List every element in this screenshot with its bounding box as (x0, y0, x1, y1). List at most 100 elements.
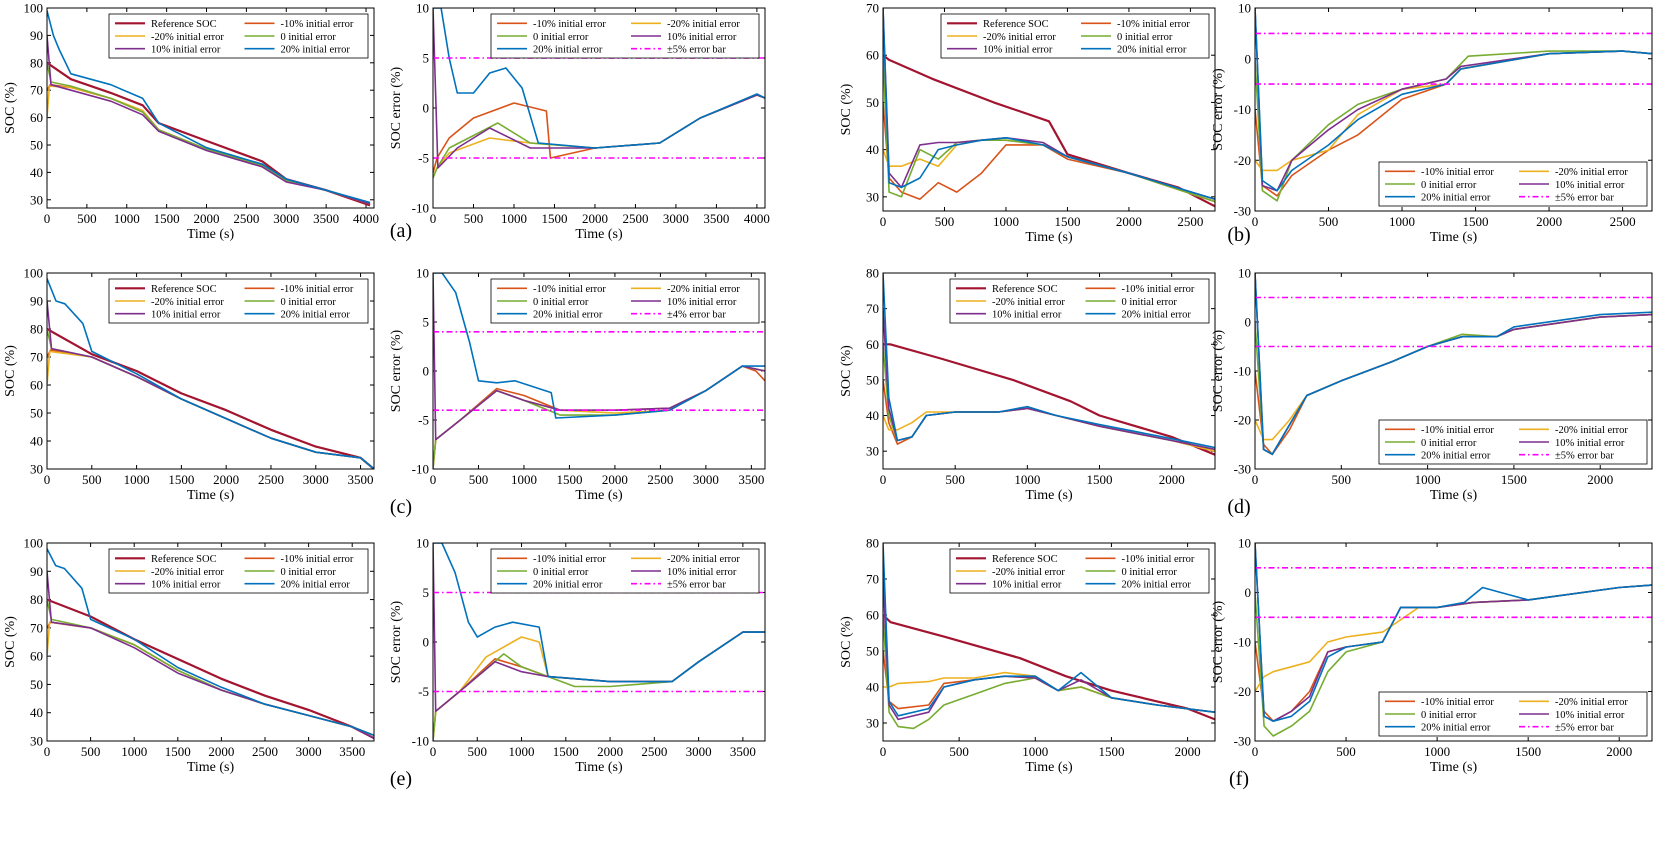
legend-entry: 10% initial error (992, 309, 1062, 320)
x-tick-label: 500 (469, 472, 489, 487)
y-tick-label: 0 (423, 101, 430, 116)
y-tick-label: -30 (1234, 204, 1251, 219)
x-tick-label: 1000 (509, 744, 535, 759)
x-tick-label: 2000 (602, 472, 628, 487)
legend: -10% initial error -20% initial error 0 in… (490, 278, 760, 324)
x-tick-label: 1500 (168, 472, 194, 487)
x-tick-label: 2500 (252, 744, 278, 759)
legend-box (490, 278, 760, 324)
x-tick-label: 0 (1252, 472, 1259, 487)
x-tick-label: 500 (464, 211, 484, 226)
legend-entry: -10% initial error (1421, 425, 1494, 436)
legend-entry: -20% initial error (151, 567, 224, 578)
legend: Reference SOC -10% initial error -20% init… (108, 278, 369, 324)
legend-entry: 10% initial error (983, 44, 1053, 55)
y-tick-label: 60 (30, 378, 43, 393)
chart-b1: 0 500 1000 1500 2000 2500 30 40 50 60 70 Time (s) SO… (839, 1, 1251, 247)
legend: -10% initial error -20% initial error 0 in… (490, 548, 760, 594)
y-tick-label: 50 (30, 137, 43, 152)
y-tick-label: 100 (24, 536, 44, 551)
series-line-0 (47, 598, 374, 740)
x-tick-label: 500 (949, 744, 969, 759)
legend-entry: 10% initial error (1555, 438, 1625, 449)
x-axis-label: Time (s) (575, 760, 623, 775)
legend-entry: 0 initial error (1117, 32, 1173, 43)
x-tick-label: 500 (468, 744, 488, 759)
x-tick-label: 3500 (738, 472, 764, 487)
axes-frame (1254, 7, 1653, 212)
y-tick-label: 30 (30, 192, 43, 207)
x-tick-label: 1000 (1424, 744, 1450, 759)
legend-entry: 10% initial error (151, 44, 221, 55)
y-axis-label: SOC (%) (839, 616, 854, 668)
x-tick-label: 2000 (194, 211, 220, 226)
x-tick-label: 1000 (121, 744, 147, 759)
legend-entry: 20% initial error (1122, 579, 1192, 590)
axes-frame (46, 542, 375, 742)
y-tick-label: 50 (866, 644, 879, 659)
x-tick-label: 0 (44, 211, 51, 226)
y-tick-label: 10 (416, 536, 429, 551)
x-tick-label: 1500 (1463, 214, 1489, 229)
x-tick-label: 1500 (1098, 744, 1124, 759)
y-tick-label: 0 (1245, 315, 1252, 330)
chart-a1: 0 500 1000 1500 2000 2500 3000 3500 4000 30 40 50 60… (3, 1, 412, 243)
legend-entry: -10% initial error (1122, 284, 1195, 295)
legend-entry: 20% initial error (533, 309, 603, 320)
legend-entry: 20% initial error (533, 579, 603, 590)
legend-entry: 10% initial error (992, 579, 1062, 590)
y-tick-label: 40 (30, 705, 43, 720)
x-tick-label: 3500 (703, 211, 729, 226)
x-tick-label: 1500 (1515, 744, 1541, 759)
x-tick-label: 1000 (1415, 472, 1441, 487)
x-tick-label: 1000 (1022, 744, 1048, 759)
x-axis-label: Time (s) (1025, 488, 1073, 503)
y-tick-label: 10 (1238, 266, 1251, 281)
legend-entry: ±5% error bar (1555, 192, 1614, 203)
y-tick-label: 60 (30, 110, 43, 125)
series-line-5 (47, 10, 371, 204)
series-line-5 (883, 8, 1215, 200)
legend: -10% initial error -20% initial error 0 in… (1378, 161, 1648, 207)
x-axis-label: Time (s) (187, 760, 235, 775)
legend-box (1378, 419, 1648, 465)
y-tick-label: 50 (866, 372, 879, 387)
legend-box (108, 278, 369, 324)
x-tick-label: 3000 (303, 472, 329, 487)
y-tick-label: 90 (30, 294, 43, 309)
y-tick-label: 80 (30, 592, 43, 607)
axes-frame (882, 542, 1216, 742)
y-tick-label: -10 (412, 734, 429, 749)
y-axis-label: SOC error (%) (389, 600, 404, 683)
y-axis-label: SOC error (%) (389, 329, 404, 412)
legend-entry: 20% initial error (281, 579, 351, 590)
y-tick-label: 30 (30, 462, 43, 477)
x-tick-label: 3000 (686, 744, 712, 759)
y-tick-label: 30 (30, 734, 43, 749)
legend-entry: Reference SOC (992, 554, 1058, 565)
series-line-4 (433, 543, 765, 683)
x-tick-label: 3500 (313, 211, 339, 226)
chart-d2: 0 500 1000 1500 2000 -30 -20 -10 0 10 Time (s) SOC … (1211, 266, 1653, 503)
legend-entry: 10% initial error (667, 32, 737, 43)
legend-entry: 10% initial error (151, 309, 221, 320)
legend-entry: 10% initial error (1555, 710, 1625, 721)
x-axis-label: Time (s) (1025, 230, 1073, 245)
x-tick-label: 1500 (553, 744, 579, 759)
legend-entry: 0 initial error (533, 297, 589, 308)
series-line-5 (47, 548, 374, 737)
x-axis-label: Time (s) (575, 488, 623, 503)
y-tick-label: 70 (30, 350, 43, 365)
panel-label: (e) (390, 768, 412, 790)
y-tick-label: -30 (1234, 734, 1251, 749)
legend-entry: -20% initial error (992, 567, 1065, 578)
x-tick-label: 4000 (744, 211, 770, 226)
y-tick-label: 40 (866, 142, 879, 157)
y-tick-label: 50 (866, 95, 879, 110)
x-tick-label: 0 (430, 744, 437, 759)
legend-entry: 0 initial error (281, 567, 337, 578)
axes-frame (432, 7, 766, 209)
series-line-4 (1255, 8, 1652, 192)
y-tick-label: -10 (412, 201, 429, 216)
series-line-4 (1255, 273, 1652, 456)
